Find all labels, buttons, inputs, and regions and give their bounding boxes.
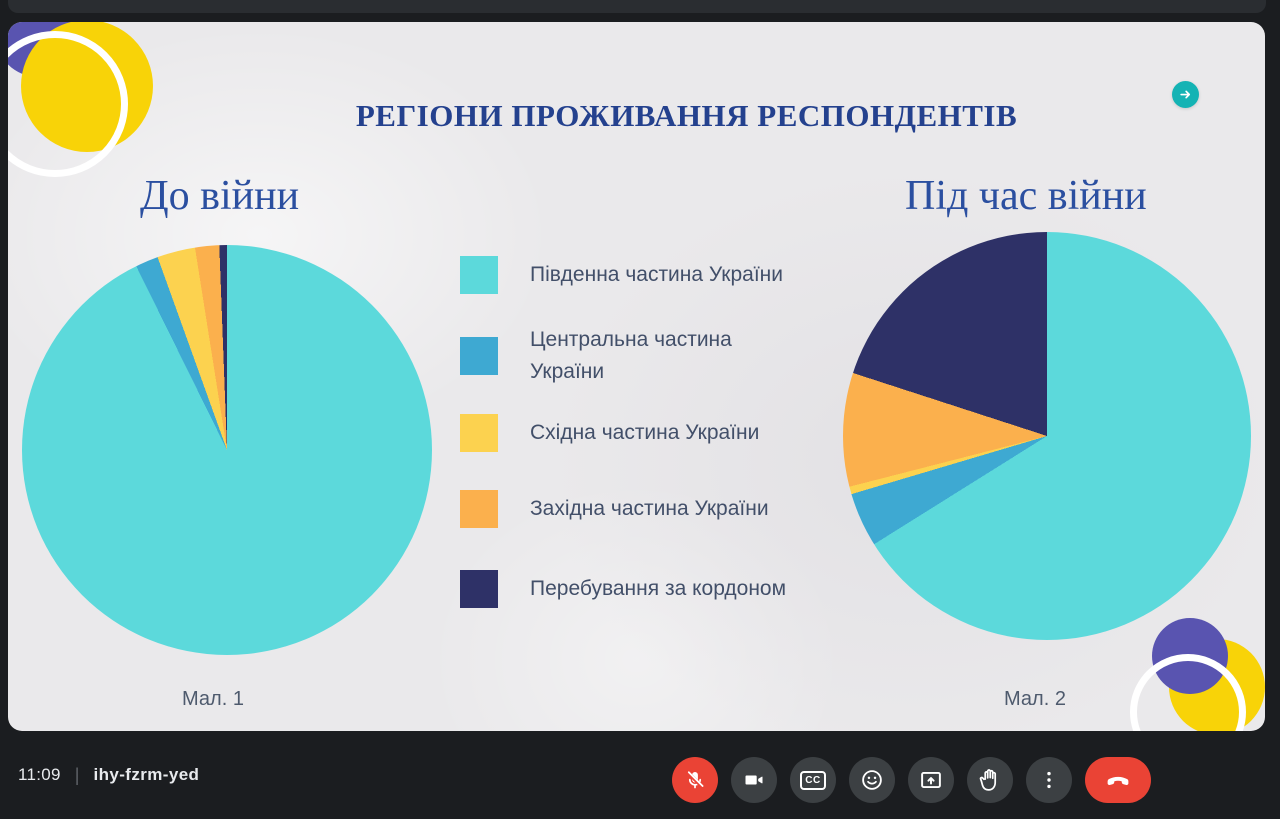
right-chart-heading: Під час війни	[905, 173, 1147, 219]
left-chart-heading: До війни	[140, 173, 300, 219]
legend-label: Центральна частина України	[530, 328, 732, 383]
legend-label: Південна частина України	[530, 263, 784, 287]
legend-item-south: Південна частина України	[460, 256, 783, 294]
legend-swatch-cyan	[460, 256, 498, 294]
meeting-code: ihy-fzrm-yed	[93, 765, 200, 784]
decorative-ring-bottomright	[1130, 654, 1246, 731]
legend-item-west: Західна частина України	[460, 490, 769, 528]
legend-label: Західна частина України	[530, 497, 769, 521]
legend-label: Східна частина України	[530, 421, 760, 445]
present-screen-icon	[921, 771, 941, 789]
legend-label: Перебування за кордоном	[530, 577, 787, 601]
legend-swatch-navy	[460, 570, 498, 608]
call-controls: CC	[672, 757, 1151, 803]
captions-cc-icon: CC	[800, 770, 826, 790]
info-divider: |	[74, 764, 80, 785]
slide-title: РЕГІОНИ ПРОЖИВАННЯ РЕСПОНДЕНТІВ	[355, 98, 1018, 133]
arrow-right-icon	[1180, 90, 1191, 99]
microphone-off-icon	[686, 771, 704, 789]
smiley-icon	[862, 770, 882, 790]
raise-hand-icon	[979, 769, 997, 791]
meeting-info: 11:09 | ihy-fzrm-yed	[18, 731, 199, 819]
video-tile-edge	[8, 0, 1266, 13]
pie-chart-before-war	[22, 245, 432, 655]
meet-control-bar: 11:09 | ihy-fzrm-yed CC	[0, 731, 1280, 819]
clock-time: 11:09	[18, 765, 61, 784]
legend-swatch-yellow	[460, 414, 498, 452]
chart-legend: Південна частина України Центральна част…	[460, 22, 820, 731]
legend-item-east: Східна частина України	[460, 414, 759, 452]
end-call-icon	[1107, 776, 1129, 786]
more-options-button[interactable]	[1026, 757, 1072, 803]
presentation-slide: РЕГІОНИ ПРОЖИВАННЯ РЕСПОНДЕНТІВ До війни…	[8, 22, 1265, 731]
decorative-ring-topleft	[8, 31, 128, 177]
camera-button[interactable]	[731, 757, 777, 803]
raise-hand-button[interactable]	[967, 757, 1013, 803]
reactions-button[interactable]	[849, 757, 895, 803]
present-screen-button[interactable]	[908, 757, 954, 803]
legend-item-abroad: Перебування за кордоном	[460, 570, 786, 608]
legend-item-central: Центральна частина України	[460, 324, 732, 387]
pie-chart-during-war	[843, 232, 1251, 640]
end-call-button[interactable]	[1085, 757, 1151, 803]
captions-button[interactable]: CC	[790, 757, 836, 803]
left-chart-caption: Мал. 1	[182, 688, 244, 710]
next-slide-button[interactable]	[1172, 81, 1199, 108]
legend-swatch-orange	[460, 490, 498, 528]
right-chart-caption: Мал. 2	[1004, 688, 1066, 710]
microphone-mute-button[interactable]	[672, 757, 718, 803]
camera-icon	[745, 775, 763, 785]
more-options-icon	[1047, 771, 1051, 789]
legend-swatch-blue	[460, 336, 498, 375]
